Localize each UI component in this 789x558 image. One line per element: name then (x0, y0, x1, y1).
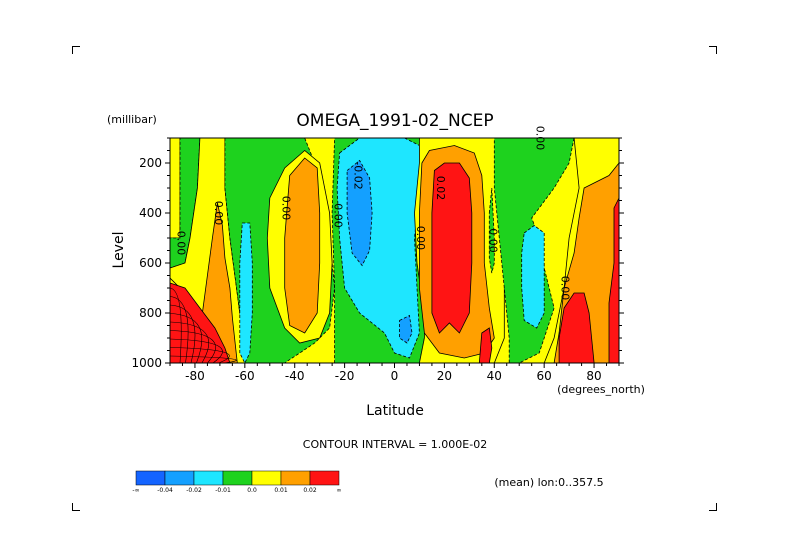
colorbar-swatch-4 (251, 470, 282, 486)
contour-label-5: 0.00 (414, 226, 427, 251)
colorbar-label-2: -0.02 (186, 487, 202, 494)
y-axis-label: Level (111, 232, 127, 269)
colorbar-swatch-3 (222, 470, 253, 486)
mean-lon-text: (mean) lon:0..357.5 (494, 476, 603, 489)
colorbar: -∞ -0.04 -0.02 -0.01 0.0 0.01 0.02 ∞ (132, 470, 342, 494)
contour-line-red-4 (170, 321, 210, 363)
contour-line-red-1 (170, 296, 189, 363)
x-tick-label: -80 (185, 369, 205, 383)
contour-line-red-2 (170, 304, 196, 363)
colorbar-swatch-5 (280, 470, 311, 486)
contour-line-red-7 (170, 347, 230, 363)
contour-line-red-6 (170, 338, 223, 363)
colorbar-swatch-6 (309, 470, 340, 486)
colorbar-label-4: 0.0 (247, 487, 257, 494)
y-axis: 200 400 600 800 1000 (131, 137, 624, 370)
x-tick-label: -60 (235, 369, 255, 383)
colorbar-label-0: -∞ (132, 487, 139, 494)
crop-mark-top-left (72, 46, 80, 54)
x-tick-label: -40 (285, 369, 305, 383)
colorbar-swatch-2 (193, 470, 224, 486)
contour-region-nh-red (431, 162, 473, 334)
colorbar-swatch-0 (135, 470, 166, 486)
y-tick-label: 200 (139, 156, 162, 170)
x-tick-label: 80 (586, 369, 601, 383)
x-tick-label: 20 (437, 369, 452, 383)
contour-region-eq-blue (346, 159, 373, 267)
x-tick-label: 0 (391, 369, 399, 383)
contour-fills (170, 138, 619, 363)
colorbar-label-6: 0.02 (303, 487, 317, 494)
contour-label-9: 0.00 (559, 276, 572, 301)
colorbar-label-1: -0.04 (157, 487, 173, 494)
contour-interval-text: CONTOUR INTERVAL = 1.000E-02 (303, 438, 487, 451)
x-tick-label: -20 (335, 369, 355, 383)
contour-region-sh-red-corner (170, 282, 231, 363)
contour-region-nh-red-low (478, 327, 493, 363)
x-tick-label: 60 (537, 369, 552, 383)
colorbar-label-7: ∞ (337, 487, 342, 494)
contour-region-eq-blue-low (399, 314, 413, 344)
contour-region-ne-red-edge (608, 197, 619, 363)
contour-region-ne-red (558, 292, 595, 363)
crop-mark-bottom-left (72, 503, 80, 511)
contour-label-3: 0.00 (332, 203, 345, 228)
contour-region-sh-orange (284, 157, 321, 334)
contour-label-0: 0.00 (175, 231, 188, 256)
contour-label-4: -0.02 (352, 161, 365, 189)
y-units-label: (millibar) (107, 113, 157, 126)
x-tick-label: 40 (487, 369, 502, 383)
y-tick-label: 600 (139, 256, 162, 270)
contour-lines-red-corner (170, 287, 237, 363)
y-tick-label: 1000 (131, 356, 162, 370)
crop-mark-bottom-right (709, 503, 717, 511)
contour-line-red-3 (170, 313, 203, 363)
y-tick-label: 800 (139, 306, 162, 320)
contour-line-red-0 (170, 287, 182, 363)
chart-title: OMEGA_1991-02_NCEP (296, 111, 493, 131)
contour-region-sh-cyan (239, 222, 253, 363)
contour-label-2: 0.00 (279, 196, 292, 221)
contour-labels: 0.000.00 0.00 0.00-0.020.000.020.000.000.0… (175, 126, 572, 301)
contour-label-1: 0.00 (212, 201, 225, 226)
colorbar-label-3: -0.01 (215, 487, 231, 494)
contour-region-nh-cyan (521, 225, 545, 329)
contour-label-7: 0.00 (486, 228, 499, 253)
contour-label-6: 0.02 (434, 176, 447, 201)
contour-line-red-8 (170, 355, 237, 363)
colorbar-swatch-1 (164, 470, 195, 486)
x-units-label: (degrees_north) (557, 383, 645, 396)
contour-region-west-yellow (170, 138, 181, 239)
contour-region-nh-green-thin (488, 187, 495, 274)
y-tick-label: 400 (139, 206, 162, 220)
x-axis: -80 -60 -40 -20 0 20 40 60 80 (169, 363, 620, 383)
colorbar-label-5: 0.01 (274, 487, 288, 494)
crop-mark-top-right (709, 46, 717, 54)
x-axis-label: Latitude (366, 403, 424, 419)
